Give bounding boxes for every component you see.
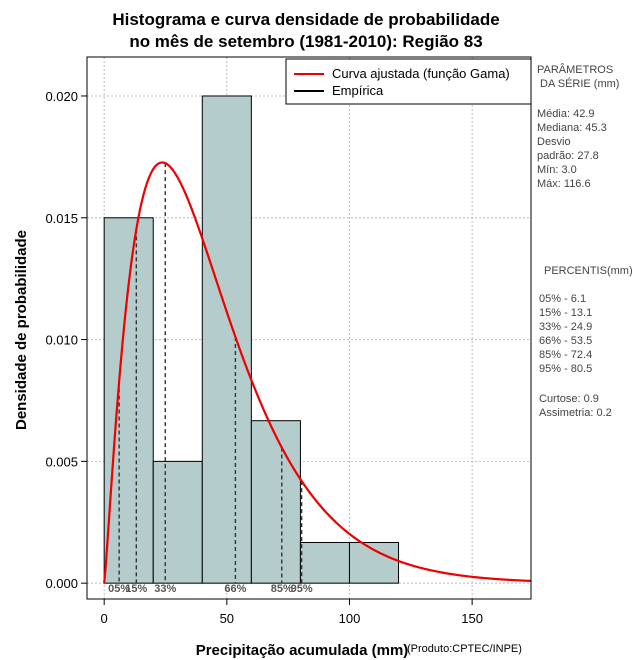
y-tick-label-0: 0.000	[45, 576, 78, 591]
gamma-curve	[103, 161, 532, 584]
chart-title-line2: no mês de setembro (1981-2010): Região 8…	[129, 32, 482, 51]
percentile-label-5: 95%	[291, 583, 313, 595]
percentile-label-3: 66%	[224, 583, 246, 595]
stat-std-1: Desvio	[537, 136, 571, 148]
histogram-bar-2	[201, 95, 252, 584]
histogram-bar-1	[152, 460, 203, 584]
percentil-66: 66% - 53.5	[539, 335, 592, 347]
x-tick-label-1: 50	[220, 611, 234, 626]
percentis-title: PERCENTIS(mm)	[544, 265, 633, 277]
stat-skewness: Assimetria: 0.2	[539, 407, 612, 419]
y-tick-label-4: 0.020	[45, 89, 78, 104]
credit-label: (Produto:CPTEC/INPE)	[407, 643, 522, 655]
percentil-05: 05% - 6.1	[539, 293, 586, 305]
y-tick-label-2: 0.010	[45, 333, 78, 348]
y-tick-label-3: 0.015	[45, 211, 78, 226]
y-tick-label-1: 0.005	[45, 454, 78, 469]
x-tick-label-3: 150	[461, 611, 483, 626]
stat-min: Mín: 3.0	[537, 164, 577, 176]
percentil-85: 85% - 72.4	[539, 349, 592, 361]
x-axis-title: Precipitação acumulada (mm)	[196, 642, 409, 659]
histogram-bar-4	[299, 541, 350, 584]
percentil-95: 95% - 80.5	[539, 363, 592, 375]
chart-title-line1: Histograma e curva densidade de probabil…	[112, 10, 499, 29]
y-axis-title: Densidade de probabilidade	[13, 230, 30, 430]
params-title-2: DA SÉRIE (mm)	[540, 77, 619, 90]
legend: Curva ajustada (função Gama) Empírica	[285, 58, 532, 105]
gamma-curve-layer	[103, 161, 532, 584]
histogram-bar-0	[103, 217, 154, 584]
params-title-1: PARÂMETROS	[537, 63, 613, 76]
histogram-bar-5	[348, 541, 400, 584]
stat-max: Máx: 116.6	[537, 178, 591, 190]
stat-kurtosis: Curtose: 0.9	[539, 393, 599, 405]
x-tick-label-2: 100	[339, 611, 361, 626]
x-tick-label-0: 0	[101, 611, 108, 626]
legend-empirical-label: Empírica	[332, 83, 384, 98]
stat-median: Mediana: 45.3	[537, 122, 607, 134]
legend-curve-label: Curva ajustada (função Gama)	[332, 66, 510, 81]
stat-std-2: padrão: 27.8	[537, 150, 599, 162]
side-panel: PARÂMETROS DA SÉRIE (mm) Média: 42.9 Med…	[537, 63, 633, 419]
percentil-15: 15% - 13.1	[539, 307, 592, 319]
histogram-bar-3	[250, 420, 301, 584]
legend-box	[285, 58, 532, 105]
percentile-markers: 05%15% 33% 66% 85%95%	[108, 163, 313, 595]
percentile-label-4: 85%	[271, 583, 293, 595]
stat-mean: Média: 42.9	[537, 108, 594, 120]
percentile-label-2: 33%	[154, 583, 176, 595]
percentile-label-0: 05%	[108, 583, 130, 595]
percentile-label-1: 15%	[125, 583, 147, 595]
histogram-bars	[103, 95, 400, 584]
percentil-33: 33% - 24.9	[539, 321, 592, 333]
axes: 0 50 100 150 0.000 0.005 0.010 0.015 0.020	[45, 56, 532, 626]
